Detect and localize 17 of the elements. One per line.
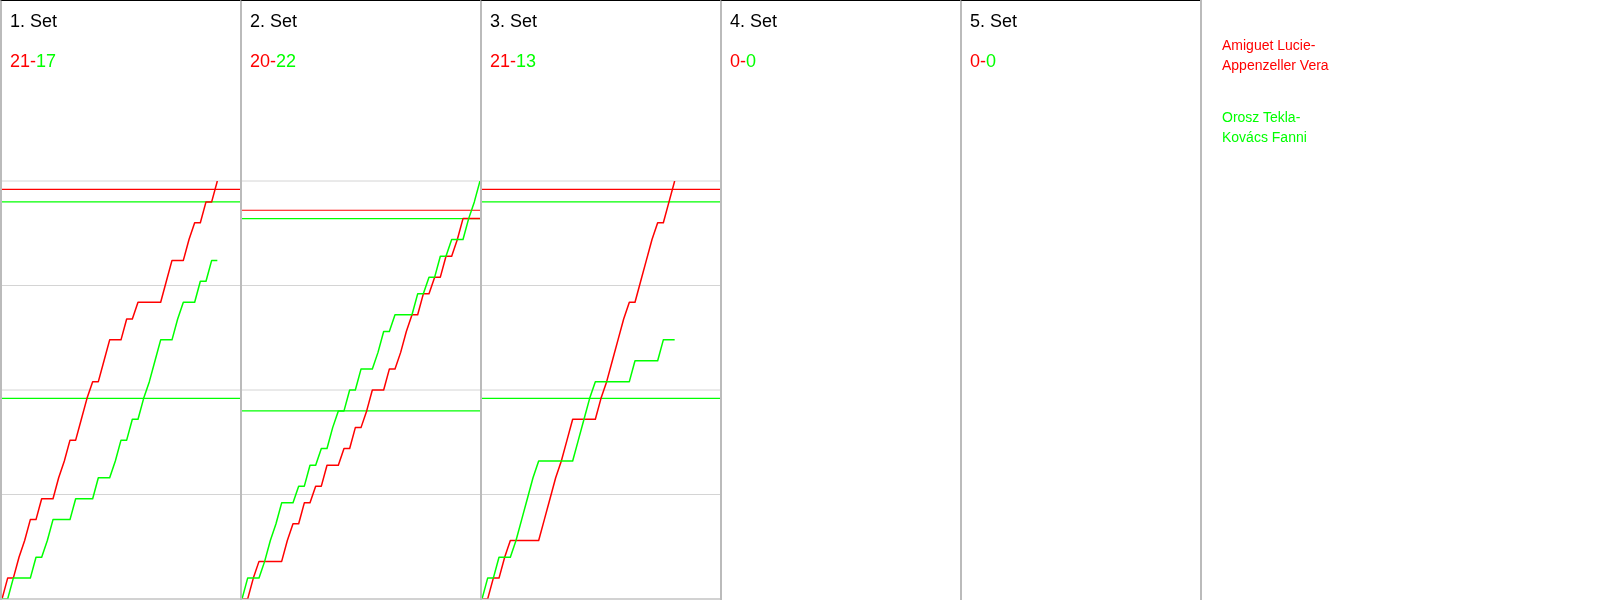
legend-label: Orosz Tekla-Kovács Fanni [1222, 108, 1308, 147]
text: 4. Set [730, 11, 778, 32]
text: 20- [250, 51, 276, 71]
chart-title: 2. Set [250, 11, 298, 32]
chart-title: 3. Set [490, 11, 538, 32]
chart-title: 1. Set [10, 11, 58, 32]
text: 17 [36, 51, 57, 71]
text: 0- [970, 51, 987, 71]
text: 13 [516, 51, 537, 71]
text: 0 [746, 51, 757, 71]
legend-label: Amiguet Lucie-Appenzeller Vera [1222, 36, 1330, 75]
text: 21- [10, 51, 36, 71]
text: 0 [986, 51, 997, 71]
text: 0- [730, 51, 747, 71]
text: 21- [490, 51, 516, 71]
text: 5. Set [970, 11, 1018, 32]
text: 22 [276, 51, 297, 71]
